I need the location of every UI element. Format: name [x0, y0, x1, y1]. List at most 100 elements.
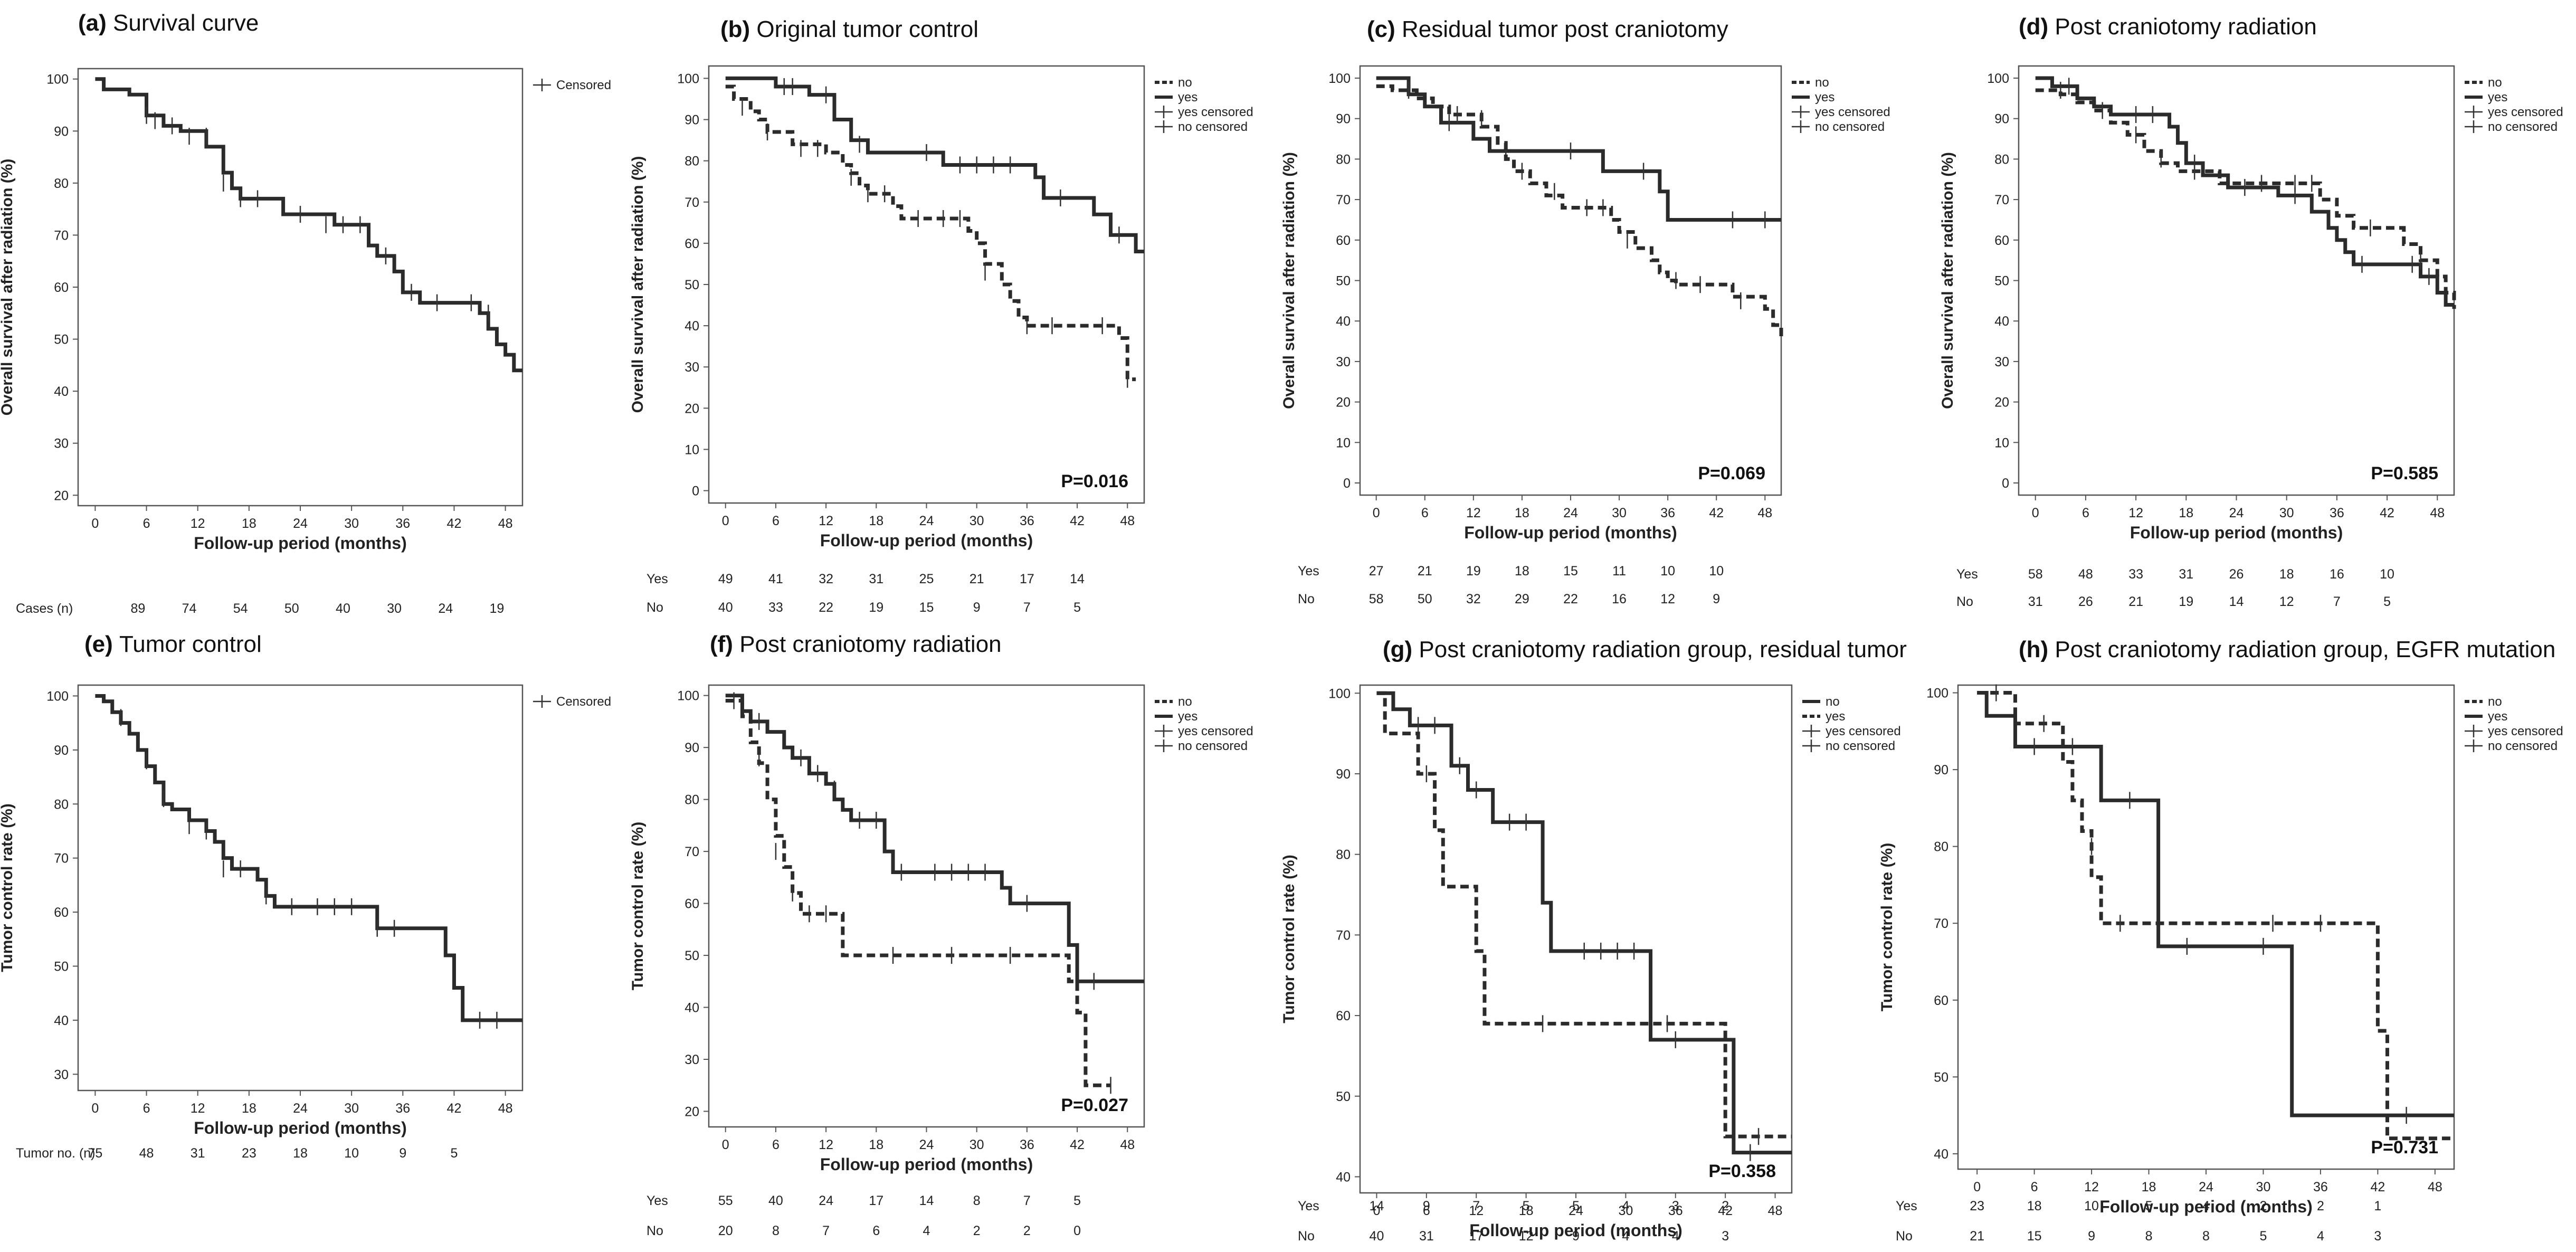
y-tick-label: 40	[685, 1001, 699, 1016]
risk-value: 5	[1572, 1199, 1580, 1213]
risk-row-label: No	[647, 1223, 663, 1238]
risk-value: 32	[819, 572, 833, 586]
risk-value: 9	[1423, 1199, 1430, 1213]
risk-value: 3	[1672, 1199, 1679, 1213]
legend-censor-icon	[533, 79, 551, 91]
risk-value: 40	[768, 1193, 783, 1208]
x-axis-label: Follow-up period (months)	[820, 531, 1033, 550]
y-tick-label: 80	[1934, 840, 1948, 855]
plot-frame	[1957, 684, 2455, 1170]
risk-value: 30	[387, 601, 402, 616]
y-tick-label: 50	[685, 278, 699, 292]
x-tick-label: 24	[293, 516, 308, 531]
x-tick-label: 0	[91, 1101, 99, 1116]
x-tick-label: 36	[1020, 514, 1034, 528]
risk-value: 10	[344, 1146, 359, 1161]
x-tick-label: 42	[447, 1101, 462, 1116]
risk-value: 18	[2279, 567, 2294, 582]
x-tick-label: 18	[2142, 1180, 2156, 1194]
y-tick-label: 30	[54, 437, 69, 451]
y-axis-label: Tumor control rate (%)	[0, 803, 16, 972]
y-tick-label: 100	[677, 71, 699, 86]
legend-censor-icon	[2465, 725, 2483, 737]
x-tick-label: 18	[869, 1137, 883, 1152]
legend-label: no censored	[1178, 739, 1248, 753]
x-tick-label: 48	[498, 1101, 513, 1116]
y-axis-label: Overall survival after radiation (%)	[1939, 152, 1956, 409]
title-prefix: (b)	[720, 16, 756, 42]
y-tick-label: 50	[54, 959, 69, 974]
x-tick-label: 30	[969, 514, 984, 528]
series-no-line	[1376, 84, 1783, 337]
risk-value: 8	[973, 1193, 981, 1208]
chart-title: (a) Survival curve	[78, 10, 259, 36]
title-text: Residual tumor post craniotomy	[1402, 16, 1728, 42]
series-no-line	[725, 84, 1136, 382]
x-tick-label: 6	[1421, 506, 1429, 520]
y-tick-label: 60	[54, 280, 69, 295]
chart-panel-h: (h) Post craniotomy radiation group, EGF…	[1878, 637, 2563, 1244]
chart-panel-e: (e) Tumor control 30 40 50 60 70 80 90 100 0 6 12 18…	[0, 631, 611, 1161]
risk-value: 33	[768, 600, 783, 615]
chart-title: (d) Post craniotomy radiation	[2019, 14, 2317, 40]
y-tick-label: 80	[1994, 152, 2009, 167]
y-tick-label: 70	[1994, 193, 2009, 207]
risk-value: 41	[768, 572, 783, 586]
p-value: P=0.358	[1708, 1161, 1776, 1181]
y-tick-label: 10	[1994, 435, 2009, 450]
risk-value: 10	[1709, 564, 1724, 578]
risk-row-label: Yes	[1896, 1199, 1917, 1213]
legend-label: yes censored	[1178, 724, 1253, 738]
y-axis-label: Tumor control rate (%)	[1280, 855, 1298, 1023]
chart-panel-f: (f) Post craniotomy radiation20304050607…	[629, 631, 1253, 1238]
risk-value: 9	[1713, 592, 1720, 606]
y-tick-label: 90	[1994, 112, 2009, 127]
y-tick-label: 100	[46, 689, 69, 704]
risk-value: 24	[819, 1193, 833, 1208]
x-tick-label: 36	[2313, 1180, 2328, 1194]
y-tick-label: 100	[677, 689, 699, 704]
legend-label: no	[2488, 695, 2502, 709]
legend-censor-icon	[2465, 106, 2483, 118]
risk-value: 16	[2330, 567, 2344, 582]
risk-value: 31	[191, 1146, 205, 1161]
x-tick-label: 12	[1466, 506, 1481, 520]
x-tick-label: 48	[1120, 1137, 1135, 1152]
chart-panel-d: (d) Post craniotomy radiation01020304050…	[1939, 14, 2563, 609]
y-tick-label: 0	[692, 484, 699, 499]
x-tick-label: 6	[143, 516, 150, 531]
legend-label: no censored	[1826, 739, 1895, 753]
risk-value: 21	[969, 572, 984, 586]
risk-value: 5	[2260, 1229, 2267, 1244]
risk-value: 23	[242, 1146, 256, 1161]
p-value: P=0.016	[1061, 471, 1128, 491]
x-tick-label: 12	[2128, 506, 2143, 520]
risk-value: 40	[718, 600, 733, 615]
legend-label: Censored	[556, 695, 611, 709]
x-tick-label: 24	[919, 1137, 934, 1152]
risk-value: 22	[819, 600, 833, 615]
risk-row-label: No	[1298, 592, 1315, 606]
y-tick-label: 60	[54, 905, 69, 920]
legend-censor-icon	[1802, 725, 1820, 737]
x-tick-label: 42	[2370, 1180, 2385, 1194]
x-tick-label: 30	[969, 1137, 984, 1152]
x-axis-label: Follow-up period (months)	[2099, 1197, 2312, 1216]
title-prefix: (c)	[1367, 16, 1402, 42]
x-tick-label: 24	[293, 1101, 308, 1116]
legend-censor-icon	[1792, 120, 1810, 133]
risk-value: 14	[2229, 594, 2244, 609]
y-tick-label: 70	[54, 851, 69, 866]
legend-censor-icon	[1155, 739, 1173, 752]
risk-value: 75	[88, 1146, 102, 1161]
legend-label: yes	[1178, 709, 1197, 724]
risk-value: 54	[233, 601, 248, 616]
legend-censor-icon	[1155, 106, 1173, 118]
risk-value: 14	[1370, 1199, 1384, 1213]
risk-value: 7	[1472, 1199, 1480, 1213]
risk-value: 21	[2128, 594, 2143, 609]
y-axis-label: Tumor control rate (%)	[629, 822, 647, 990]
y-tick-label: 30	[685, 1052, 699, 1067]
risk-value: 8	[2145, 1229, 2153, 1244]
y-tick-label: 50	[1336, 1089, 1351, 1104]
